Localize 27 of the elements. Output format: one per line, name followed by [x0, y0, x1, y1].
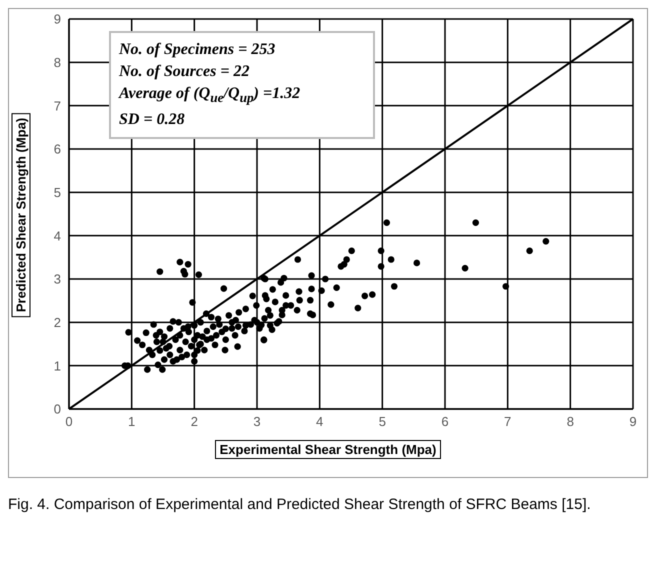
x-tick-label: 1: [128, 414, 136, 430]
x-tick-label: 0: [65, 414, 73, 430]
y-tick-label: 6: [54, 142, 61, 157]
annotation: Average of (Q$_{ue}$/Q$_{up}$) =1.32: [119, 84, 302, 108]
y-tick-label: 8: [54, 54, 61, 70]
annotation: No. of Specimens = 253: [119, 40, 276, 60]
x-tick-label: 9: [629, 414, 637, 430]
annotation: No. of Sources = 22: [119, 62, 250, 82]
annotation: SD = 0.28: [119, 110, 186, 130]
y-axis-title: Predicted Shear Strength (Mpa): [12, 112, 30, 318]
x-tick-label: 7: [504, 414, 512, 430]
y-tick-label: 0: [54, 402, 61, 417]
y-tick-label: 5: [54, 184, 61, 200]
caption: Fig. 4. Comparison of Experimental and Predicted Shear Strength of SFRC Beams [15].: [8, 496, 592, 513]
x-tick-label: 8: [566, 414, 574, 430]
y-tick-label: 2: [54, 314, 61, 330]
x-tick-label: 2: [190, 414, 198, 430]
y-tick-label: 9: [54, 12, 61, 27]
y-tick-label: 3: [54, 272, 61, 287]
x-tick-label: 5: [378, 414, 386, 430]
x-tick-label: 6: [441, 414, 449, 430]
x-tick-label: 3: [253, 414, 261, 430]
x-axis-title: Experimental Shear Strength (Mpa): [214, 440, 442, 459]
y-tick-label: 1: [54, 358, 61, 374]
x-tick-label: 4: [316, 414, 324, 430]
y-tick-label: 4: [54, 228, 61, 244]
y-tick-label: 7: [54, 98, 61, 114]
